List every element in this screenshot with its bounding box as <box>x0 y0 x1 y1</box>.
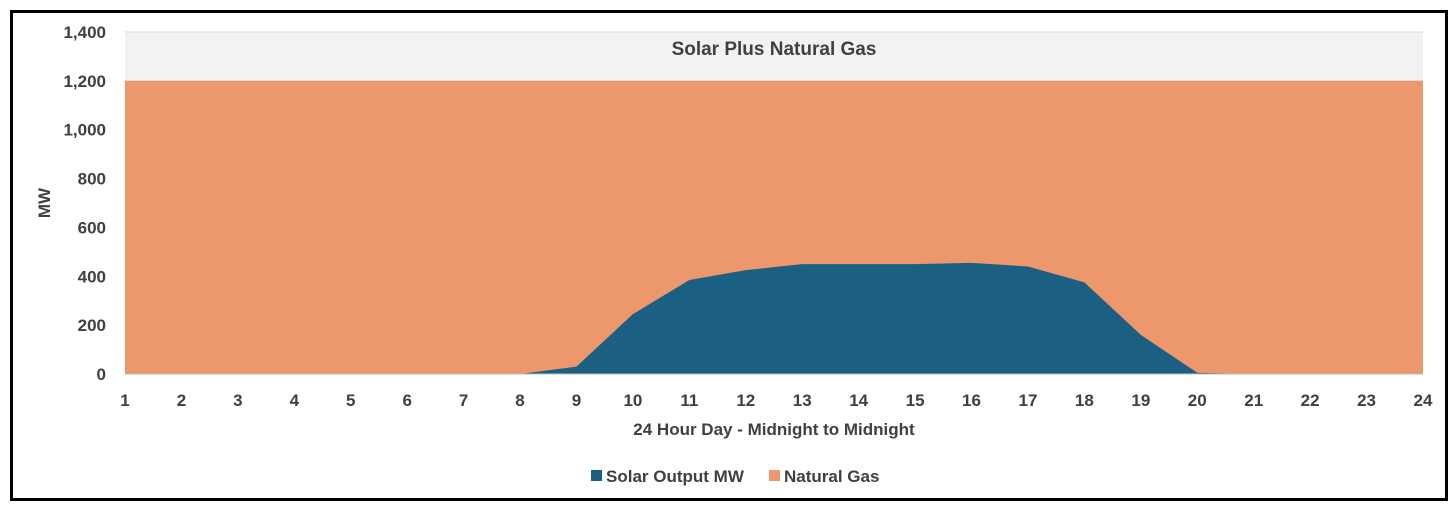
x-tick-label: 21 <box>1244 391 1263 410</box>
series-area-solar-output <box>125 262 1423 374</box>
y-axis-label: MW <box>35 187 54 218</box>
x-tick-label: 10 <box>623 391 642 410</box>
x-tick-label: 9 <box>572 391 581 410</box>
x-tick-label: 17 <box>1018 391 1037 410</box>
x-tick-label: 13 <box>793 391 812 410</box>
y-tick-label: 800 <box>78 170 106 189</box>
legend: Solar Output MW Natural Gas <box>591 467 879 486</box>
y-tick-label: 400 <box>78 267 106 286</box>
x-tick-label: 2 <box>177 391 186 410</box>
x-tick-label: 23 <box>1357 391 1376 410</box>
legend-label: Natural Gas <box>784 467 879 486</box>
x-tick-label: 5 <box>346 391 355 410</box>
y-tick-label: 1,000 <box>63 121 106 140</box>
x-tick-label: 24 <box>1414 391 1433 410</box>
legend-swatch <box>591 470 602 481</box>
x-tick-label: 18 <box>1075 391 1094 410</box>
y-tick-label: 600 <box>78 218 106 237</box>
x-tick-label: 1 <box>120 391 129 410</box>
y-tick-label: 1,200 <box>63 72 106 91</box>
series-areas <box>125 80 1423 374</box>
x-tick-label: 11 <box>680 391 698 410</box>
x-axis-ticks: 1 2 3 4 5 6 7 8 9 10 11 12 13 14 15 16 17 18 19 20 21 22 23 24 <box>120 391 1433 410</box>
x-tick-label: 4 <box>290 391 300 410</box>
y-axis-ticks: 0 200 400 600 800 1,000 1,200 1,400 <box>63 23 106 384</box>
x-tick-label: 3 <box>233 391 242 410</box>
x-tick-label: 14 <box>849 391 868 410</box>
x-tick-label: 16 <box>962 391 981 410</box>
x-tick-label: 8 <box>515 391 524 410</box>
y-tick-label: 1,400 <box>63 23 106 42</box>
x-axis-label: 24 Hour Day - Midnight to Midnight <box>633 420 915 439</box>
legend-swatch <box>769 470 780 481</box>
y-tick-label: 0 <box>97 365 106 384</box>
x-tick-label: 15 <box>906 391 925 410</box>
x-tick-label: 7 <box>459 391 468 410</box>
x-tick-label: 12 <box>736 391 755 410</box>
chart-title: Solar Plus Natural Gas <box>672 39 877 60</box>
legend-label: Solar Output MW <box>606 467 745 486</box>
x-tick-label: 6 <box>402 391 411 410</box>
x-tick-label: 22 <box>1301 391 1320 410</box>
y-tick-label: 200 <box>78 316 106 335</box>
x-tick-label: 20 <box>1188 391 1207 410</box>
x-tick-label: 19 <box>1131 391 1150 410</box>
